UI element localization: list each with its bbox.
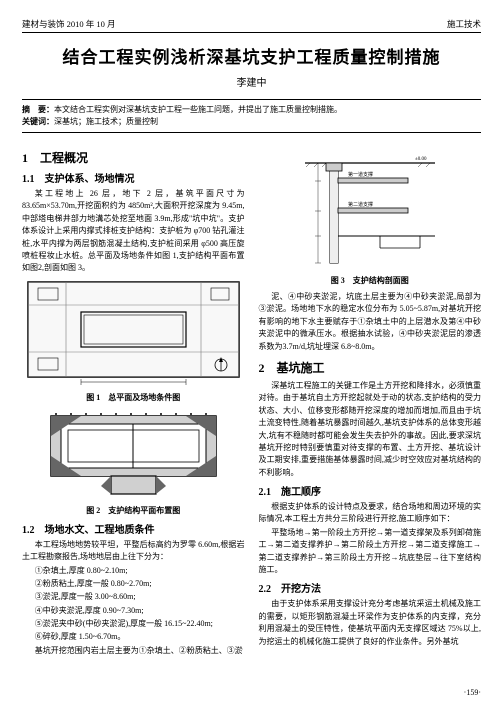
figure-2: 图 2 支护结构平面布置图: [22, 408, 245, 516]
page-number: ·159·: [464, 688, 481, 697]
para-1-1: 某工程地上 26 层，地下 2 层，基筑平面尺寸为 83.65m×53.70m,…: [22, 188, 245, 275]
para-12a: 本工程场地地势较平坦，平整后标高约为罗零 6.60m,根据岩土工程勘察报告,场地…: [22, 539, 245, 564]
subsection-1-2: 1.2 场地水文、工程地质条件: [22, 521, 245, 536]
para-r4: 平整场地→第一阶段土方开挖→第一道支撑架及系列卸荷施工→第二道支撑养护→第二阶段…: [259, 527, 482, 577]
para-12h: 基坑开挖范围内岩土层主要为①杂填土、②粉质粘土、③淤: [22, 645, 245, 657]
author: 李建中: [22, 74, 481, 89]
two-column-layout: 1 工程概况 1.1 支护体系、场地情况 某工程地上 26 层，地下 2 层，基…: [22, 143, 481, 658]
section-1: 1 工程概况: [22, 149, 245, 166]
subsection-1-1: 1.1 支护体系、场地情况: [22, 170, 245, 185]
subsection-2-2: 2.2 开挖方法: [259, 580, 482, 595]
para-12d: ③淤泥,厚度一般 3.00~8.60m;: [22, 591, 245, 603]
keywords-label: 关键词：: [22, 117, 54, 126]
abstract-label: 摘 要：: [22, 105, 54, 114]
left-column: 1 工程概况 1.1 支护体系、场地情况 某工程地上 26 层，地下 2 层，基…: [22, 143, 245, 658]
page-header: 建材与装饰 2010 年 10 月 施工技术: [22, 18, 481, 33]
para-12g: ⑥碎砂,厚度 1.50~6.70m。: [22, 631, 245, 643]
figure-2-caption: 图 2 支护结构平面布置图: [22, 505, 245, 516]
keywords-text: 深基坑；施工技术；质量控制: [54, 117, 158, 126]
para-12b: ①杂填土,厚度 0.80~2.10m;: [22, 565, 245, 577]
section-2: 2 基坑施工: [259, 359, 482, 376]
para-r3: 根据支护体系的设计特点及要求，结合场地和周边环境的实际情况,本工程土方共分三阶段…: [259, 501, 482, 526]
header-left: 建材与装饰 2010 年 10 月: [22, 18, 116, 30]
article-title: 结合工程实例浅析深基坑支护工程质量控制措施: [22, 43, 481, 68]
svg-text:±0.00: ±0.00: [415, 157, 427, 162]
subsection-2-1: 2.1 施工顺序: [259, 483, 482, 498]
para-12c: ②粉质粘土,厚度一般 0.80~2.70m;: [22, 578, 245, 590]
figure-1-caption: 图 1 总平面及场地条件图: [22, 392, 245, 403]
figure-3: ±0.00 第一道支撑 第二道支撑 图 3 支护结构剖面图: [259, 148, 482, 286]
svg-text:第二道支撑: 第二道支撑: [348, 201, 373, 208]
header-right: 施工技术: [447, 18, 481, 30]
para-r2: 深基坑工程施工的关键工作是土方开挖和降排水，必须慎重对待。由于基坑自土方开挖起就…: [259, 380, 482, 479]
para-12f: ⑤淤泥夹中砂(中砂夹淤泥),厚度一般 16.15~22.40m;: [22, 618, 245, 630]
figure-3-caption: 图 3 支护结构剖面图: [259, 275, 482, 286]
para-12e: ④中砂夹淤泥,厚度 0.90~7.30m;: [22, 605, 245, 617]
abstract-box: 摘 要：本文结合工程实例对深基坑支护工程一些施工问题，并提出了施工质量控制措施。…: [22, 99, 481, 133]
figure-1: 图 1 总平面及场地条件图: [22, 280, 245, 403]
para-r1: 泥、④中砂夹淤泥，坑底土层主要为④中砂夹淤泥,局部为③淤泥。场地地下水的稳定水位…: [259, 291, 482, 353]
svg-text:第一道支撑: 第一道支撑: [348, 171, 373, 178]
right-column: ±0.00 第一道支撑 第二道支撑 图 3 支护结构剖面图 泥、④中砂夹淤泥，坑…: [259, 143, 482, 658]
para-r5: 由于支护体系采用支撑设计充分考虑基坑采运土机械及施工的需要，以矩形钢筋混凝土环梁…: [259, 598, 482, 648]
abstract-text: 本文结合工程实例对深基坑支护工程一些施工问题，并提出了施工质量控制措施。: [54, 105, 342, 114]
